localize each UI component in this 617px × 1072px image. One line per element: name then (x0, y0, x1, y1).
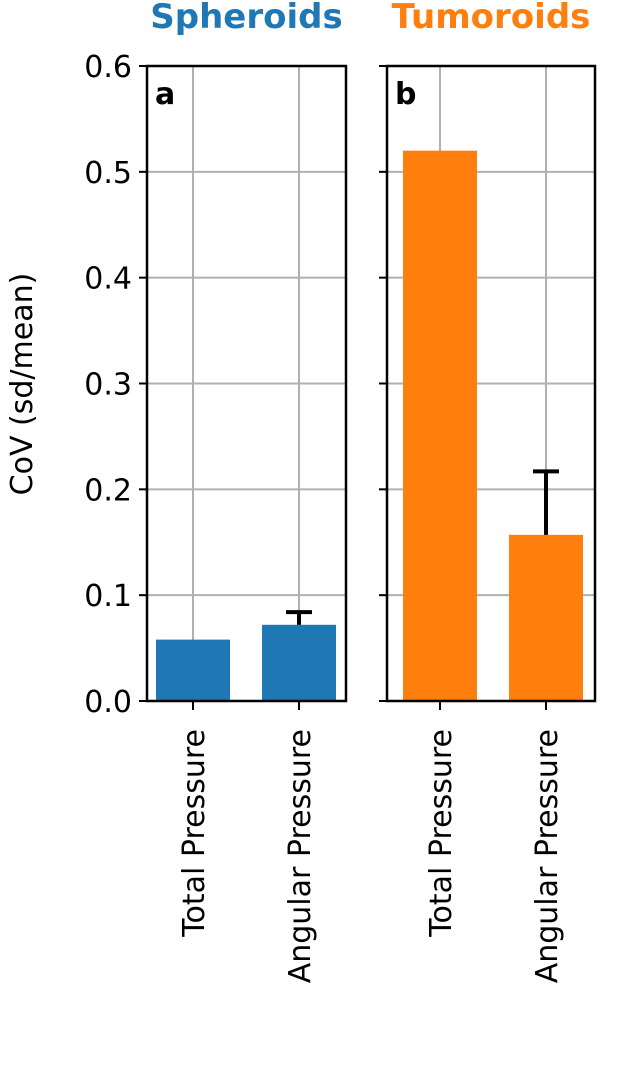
panel-b-x-tick-label-1: Angular Pressure (530, 729, 565, 983)
panel-a-bar-0 (156, 639, 230, 701)
panel-a-bar-1 (262, 624, 336, 701)
panel-b-x-tick-label-0: Total Pressure (424, 729, 459, 938)
panel-a-letter: a (155, 77, 175, 112)
panel-b-bar-1 (509, 534, 583, 701)
y-axis-label: CoV (sd/mean) (5, 273, 40, 496)
y-tick-label-4: 0.4 (84, 262, 132, 297)
panel-a-x-tick-label-0: Total Pressure (177, 729, 212, 938)
panel-b-letter: b (395, 77, 416, 112)
panel-b-bar-0 (403, 150, 477, 701)
y-tick-label-2: 0.2 (84, 473, 132, 508)
y-tick-label-5: 0.5 (84, 156, 132, 191)
panel-b-title: Tumoroids (392, 0, 591, 37)
panel-a-title: Spheroids (150, 0, 342, 37)
y-tick-label-0: 0.0 (84, 685, 132, 720)
y-tick-label-1: 0.1 (84, 579, 132, 614)
y-tick-label-6: 0.6 (84, 50, 132, 85)
panel-a-x-tick-label-1: Angular Pressure (283, 729, 318, 983)
y-tick-label-3: 0.3 (84, 368, 132, 403)
